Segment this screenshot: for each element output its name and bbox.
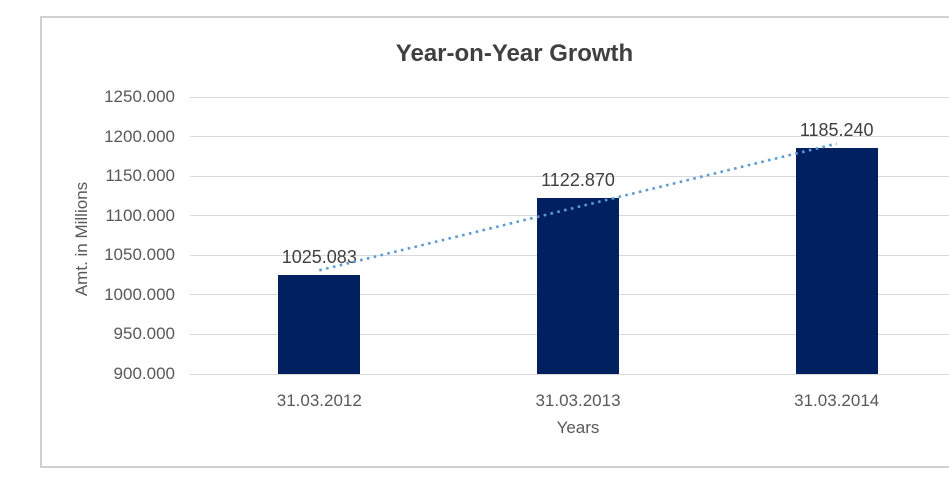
x-axis-tick-label: 31.03.2013 (535, 391, 621, 410)
y-axis-tick-label: 1100.000 (105, 205, 175, 225)
y-axis-tick-label: 900.000 (113, 364, 175, 383)
gridline (190, 136, 949, 138)
gridline (190, 373, 949, 375)
y-axis-tick-label: 1000.000 (104, 284, 175, 304)
y-axis-tick-label: 1150.000 (105, 166, 175, 186)
bar-data-label: 1185.240 (799, 120, 874, 141)
bar-data-label: 1122.870 (541, 169, 615, 190)
plot-area: 900.000 950.000 1000.000 1050.000 1100.000 11… (42, 18, 949, 466)
x-axis-title: Years (556, 418, 600, 437)
y-axis-tick-label: 1250.000 (104, 87, 175, 106)
y-axis-tick-label: 1050.000 (104, 245, 175, 265)
x-axis-tick-label: 31.03.2012 (276, 391, 362, 410)
bar-data-label: 1025.083 (281, 247, 357, 267)
bar-chart: Year-on-Year Growth Amt. in Millions 900… (40, 16, 949, 468)
y-axis-tick-label: 950.000 (113, 324, 175, 344)
gridline (190, 96, 949, 98)
chart-title: Year-on-Year Growth (395, 40, 634, 67)
bar (795, 148, 878, 374)
bar (537, 197, 619, 374)
y-axis-tick-label: 1200.000 (104, 126, 175, 146)
bar (278, 275, 361, 374)
x-axis-tick-label: 31.03.2014 (794, 391, 880, 410)
